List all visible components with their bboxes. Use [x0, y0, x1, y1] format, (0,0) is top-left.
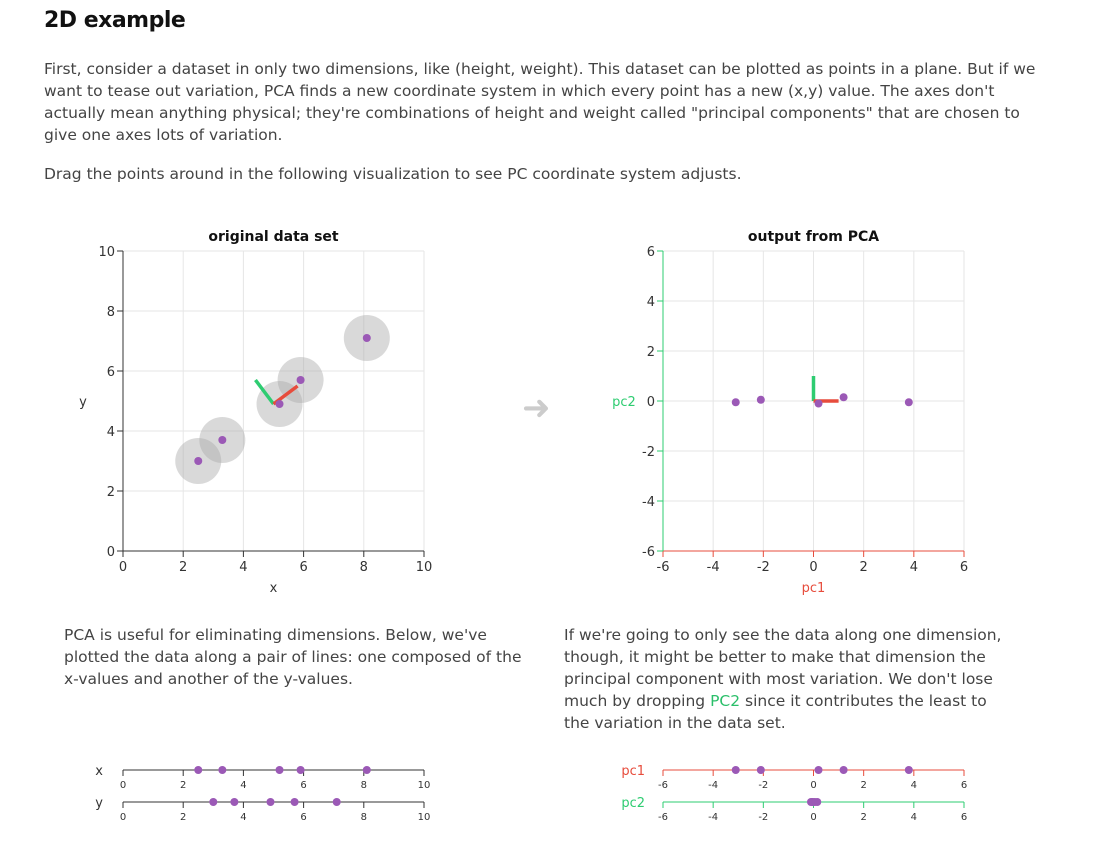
chart2-x-tick-label: -4 [707, 560, 720, 575]
xy-strip-row-label: x [95, 764, 103, 779]
xy-strip-tick-label: 6 [300, 780, 306, 791]
chart1-y-tick-label: 2 [107, 485, 115, 500]
chart2-y-axis-label: pc2 [612, 395, 636, 410]
xy-strip-data-point [332, 798, 341, 806]
chart1-pc2-direction [254, 378, 275, 406]
chart1-x-tick-label: 8 [360, 560, 368, 575]
chart1-data-point[interactable] [362, 334, 371, 342]
chart1-x-tick-label: 4 [239, 560, 247, 575]
chart2-x-tick-label: 0 [809, 560, 817, 575]
xy-strip-data-point [194, 766, 203, 774]
pc-strip-data-point [814, 766, 823, 774]
xy-strip-tick-label: 4 [240, 812, 246, 823]
xy-strip-tick-label: 0 [120, 812, 126, 823]
instruction-paragraph: Drag the points around in the following … [44, 165, 742, 183]
pc-strip-tick-label: 2 [860, 812, 866, 823]
pc2-highlight: PC2 [710, 692, 741, 710]
chart2-y-tick-label: 2 [647, 345, 655, 360]
pc-strip-tick-label: -2 [758, 780, 768, 791]
chart2-x-tick-label: 2 [860, 560, 868, 575]
chart1-data-point[interactable] [218, 436, 227, 444]
pc-strip-data-point [904, 766, 913, 774]
chart1-x-tick-label: 2 [179, 560, 187, 575]
chart2-data-point [731, 398, 740, 407]
pc-strip-data-point [731, 766, 740, 774]
pc-strip-data-point [839, 766, 848, 774]
chart1-x-tick-label: 10 [416, 560, 433, 575]
pc-strip-tick-label: -6 [658, 780, 668, 791]
xy-strip-tick-label: 2 [180, 812, 186, 823]
chart1-data-point[interactable] [296, 376, 305, 384]
right-explanation-part-b: since it contributes the least to the va… [564, 692, 987, 732]
chart2-x-axis-label: pc1 [802, 581, 826, 596]
right-explanation-part-a: If we're going to only see the data alon… [564, 626, 1002, 710]
chart2-title: output from PCA [748, 229, 879, 245]
xy-strip-tick-label: 6 [300, 812, 306, 823]
chart2-y-tick-label: 0 [647, 395, 655, 410]
chart1-data-point[interactable] [194, 457, 203, 465]
chart1-y-tick-label: 8 [107, 305, 115, 320]
xy-strip-tick-label: 4 [240, 780, 246, 791]
right-explanation: If we're going to only see the data alon… [564, 624, 1014, 734]
pc-strip-data-point [756, 766, 765, 774]
chart2-x-tick-label: -6 [657, 560, 670, 575]
left-explanation: PCA is useful for eliminating dimensions… [64, 626, 522, 688]
chart1-y-tick-label: 4 [107, 425, 115, 440]
chart2-x-tick-label: 6 [960, 560, 968, 575]
pc-strip-tick-label: -2 [758, 812, 768, 823]
pc-strip-tick-label: 6 [961, 780, 967, 791]
pc-strip-tick-label: 6 [961, 812, 967, 823]
pc-strip-tick-label: 0 [810, 812, 816, 823]
intro-paragraph: First, consider a dataset in only two di… [44, 60, 1036, 144]
chart2-y-tick-label: -4 [642, 495, 655, 510]
pc-strip-tick-label: -4 [708, 812, 718, 823]
xy-strip-data-point [266, 798, 275, 806]
pc-strip-tick-label: -4 [708, 780, 718, 791]
chart2-data-point [904, 398, 913, 407]
xy-strip-tick-label: 10 [418, 812, 431, 823]
xy-strip-row-label: y [95, 796, 103, 811]
pc-strip-tick-label: -6 [658, 812, 668, 823]
xy-strip-data-point [275, 766, 284, 774]
chart2-y-tick-label: 4 [647, 295, 655, 310]
right-arrow-icon: ➜ [522, 388, 551, 428]
xy-strip-data-point [209, 798, 218, 806]
xy-strip-data-point [362, 766, 371, 774]
xy-strip-data-point [218, 766, 227, 774]
pc-strip-tick-label: 4 [911, 812, 917, 823]
chart1-title: original data set [208, 229, 339, 245]
pc-strip-row-label: pc2 [621, 796, 645, 811]
chart1-y-tick-label: 0 [107, 545, 115, 560]
xy-strip-data-point [230, 798, 239, 806]
chart1-x-axis-label: x [270, 581, 278, 596]
pc-strip-tick-label: 2 [860, 780, 866, 791]
chart1-y-tick-label: 10 [98, 245, 115, 260]
pc-strip-tick-label: 0 [810, 780, 816, 791]
xy-strip-tick-label: 10 [418, 780, 431, 791]
xy-strip-data-point [296, 766, 305, 774]
chart2-data-point [839, 393, 848, 402]
chart2-data-point [814, 399, 823, 408]
chart1-x-tick-label: 0 [119, 560, 127, 575]
xy-strip-tick-label: 8 [361, 780, 367, 791]
pc-strip-tick-label: 4 [911, 780, 917, 791]
chart1-y-axis-label: y [79, 395, 87, 410]
chart2-x-tick-label: 4 [910, 560, 918, 575]
xy-strip-tick-label: 0 [120, 780, 126, 791]
chart2-x-tick-label: -2 [757, 560, 770, 575]
chart2-y-tick-label: -6 [642, 545, 655, 560]
pc-strip-data-point [808, 798, 817, 806]
chart2-y-tick-label: -2 [642, 445, 655, 460]
xy-strip-tick-label: 8 [361, 812, 367, 823]
chart1-x-tick-label: 6 [299, 560, 307, 575]
xy-strip-data-point [290, 798, 299, 806]
chart2-y-tick-label: 6 [647, 245, 655, 260]
chart1-data-point[interactable] [275, 400, 284, 408]
page-title: 2D example [44, 8, 186, 33]
chart2-data-point [756, 395, 765, 404]
pc-strip-row-label: pc1 [621, 764, 645, 779]
chart1-y-tick-label: 6 [107, 365, 115, 380]
xy-strip-tick-label: 2 [180, 780, 186, 791]
